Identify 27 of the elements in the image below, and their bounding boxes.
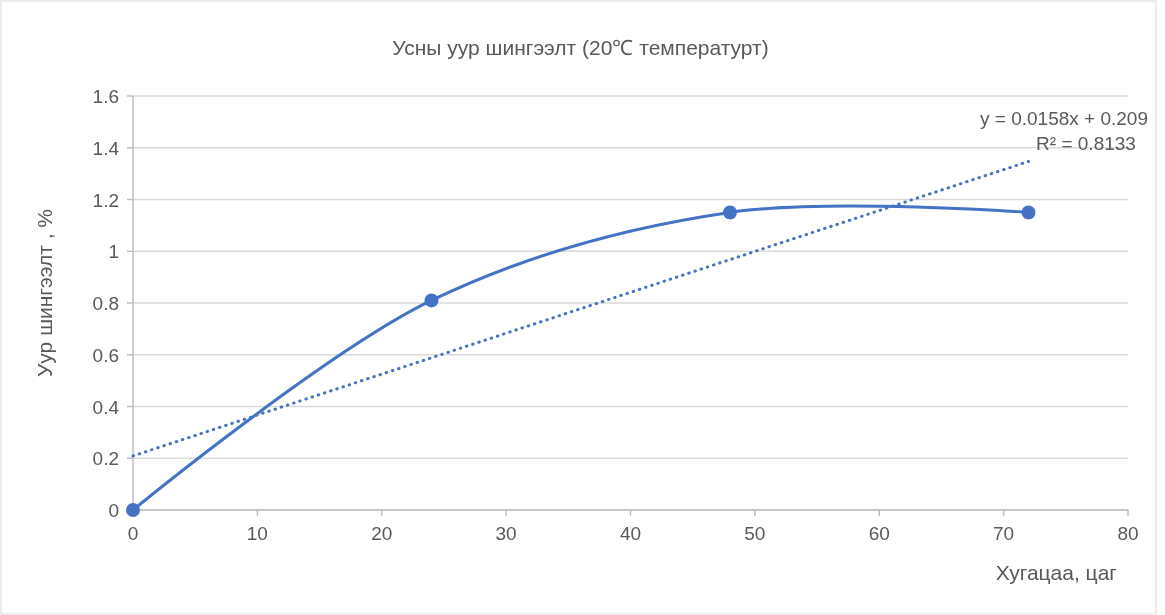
annotation: y = 0.0158x + 0.209 bbox=[980, 108, 1148, 129]
x-tick-label: 40 bbox=[619, 523, 642, 544]
chart-title: Усны уур шингээлт (20℃ температурт) bbox=[392, 36, 769, 59]
y-tick-label: 1 bbox=[108, 241, 119, 263]
x-tick-label: 50 bbox=[744, 523, 766, 544]
y-axis-title: Уур шингээлт , % bbox=[33, 209, 56, 377]
x-tick-label: 30 bbox=[495, 523, 517, 544]
y-tick-label: 0.8 bbox=[92, 293, 119, 314]
y-tick-label: 0.4 bbox=[92, 396, 120, 418]
x-tick-label: 60 bbox=[868, 523, 890, 544]
x-tick-label: 70 bbox=[993, 523, 1015, 544]
y-tick-label: 1.6 bbox=[92, 86, 119, 107]
point bbox=[723, 205, 737, 220]
annotation: R² = 0.8133 bbox=[1036, 133, 1136, 154]
x-tick-label: 10 bbox=[246, 523, 268, 544]
y-tick-label: 1.4 bbox=[92, 137, 120, 159]
y-tick-label: 0 bbox=[108, 500, 119, 521]
point bbox=[424, 293, 439, 308]
y-tick-label: 0.2 bbox=[92, 448, 119, 470]
x-tick-label: 0 bbox=[127, 523, 139, 544]
y-tick-label: 1.2 bbox=[92, 189, 119, 211]
point bbox=[1021, 205, 1036, 220]
x-axis-title: Хугацаа, цаг bbox=[995, 561, 1118, 584]
x-tick-label: 80 bbox=[1117, 523, 1139, 544]
point bbox=[126, 503, 140, 517]
y-tick-label: 0.6 bbox=[92, 344, 119, 366]
x-tick-label: 20 bbox=[371, 523, 393, 544]
